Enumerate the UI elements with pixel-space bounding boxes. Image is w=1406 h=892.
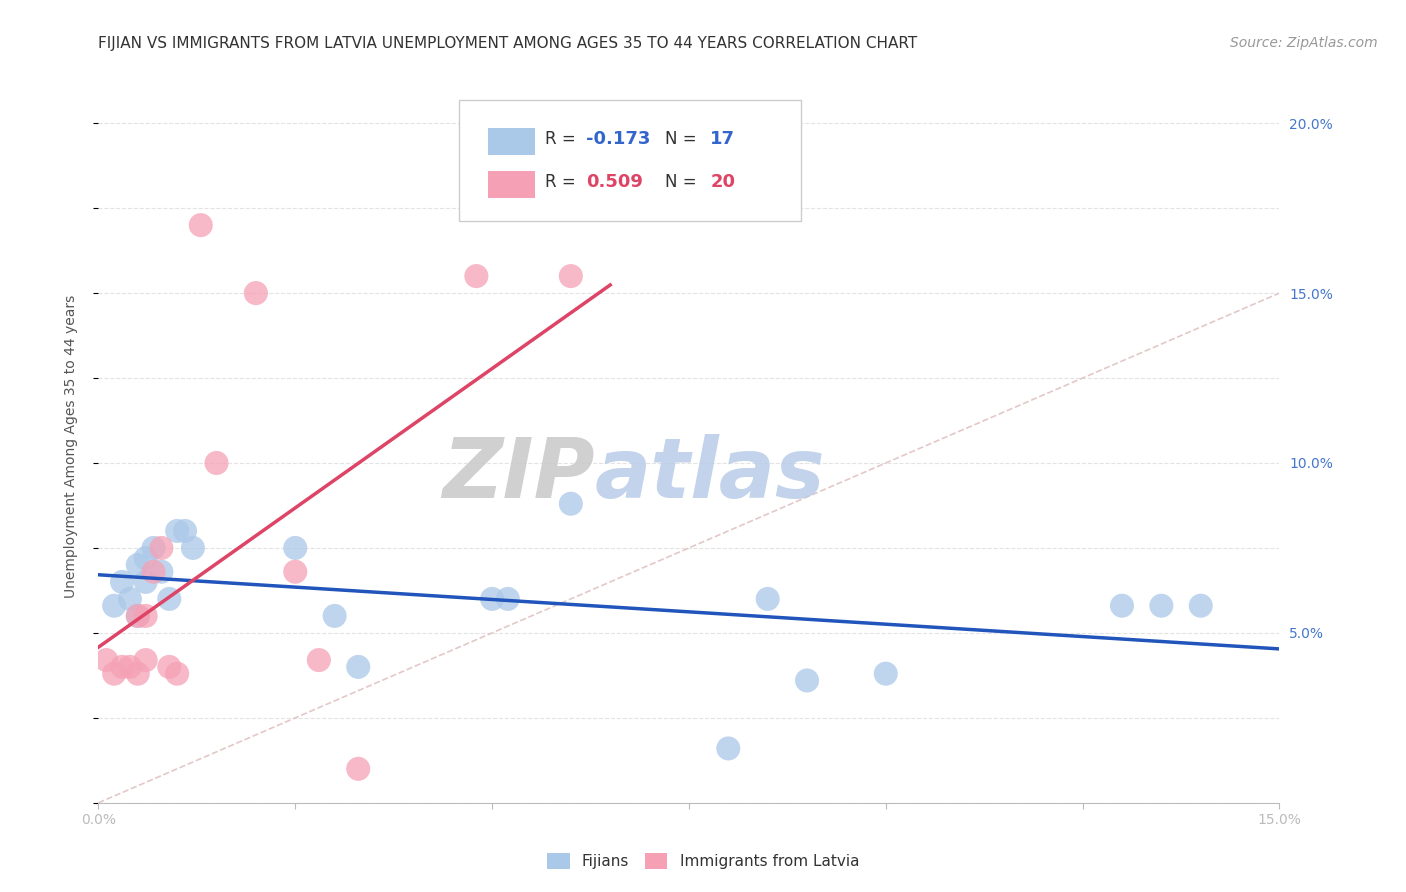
Point [135, 551, 157, 566]
Point [96, 653, 118, 667]
Point [118, 591, 141, 606]
Point [127, 666, 149, 681]
Point [166, 524, 188, 538]
Point [465, 269, 488, 284]
Y-axis label: Unemployment Among Ages 35 to 44 years: Unemployment Among Ages 35 to 44 years [63, 294, 77, 598]
Point [150, 565, 173, 579]
Legend: Fijians, Immigrants from Latvia: Fijians, Immigrants from Latvia [541, 847, 865, 875]
Point [111, 660, 134, 674]
Text: -0.173: -0.173 [586, 130, 651, 148]
Point [127, 608, 149, 623]
Point [103, 599, 125, 613]
Point [756, 591, 779, 606]
Point [245, 286, 267, 301]
Text: 0.509: 0.509 [586, 173, 643, 191]
Point [174, 524, 197, 538]
FancyBboxPatch shape [458, 100, 801, 221]
Point [1189, 599, 1212, 613]
Point [181, 541, 204, 555]
Point [135, 574, 157, 589]
Point [347, 762, 370, 776]
Point [166, 666, 188, 681]
Text: atlas: atlas [595, 434, 825, 515]
Point [481, 591, 503, 606]
Text: ZIP: ZIP [441, 434, 595, 515]
Point [347, 660, 370, 674]
Point [142, 541, 165, 555]
Point [875, 666, 897, 681]
Point [560, 269, 582, 284]
Text: N =: N = [665, 173, 702, 191]
FancyBboxPatch shape [488, 128, 536, 155]
Point [323, 608, 346, 623]
FancyBboxPatch shape [488, 170, 536, 198]
Text: 17: 17 [710, 130, 735, 148]
Point [157, 591, 180, 606]
Point [190, 218, 212, 232]
Text: Source: ZipAtlas.com: Source: ZipAtlas.com [1230, 36, 1378, 50]
Point [717, 741, 740, 756]
Text: N =: N = [665, 130, 702, 148]
Text: 20: 20 [710, 173, 735, 191]
Point [796, 673, 818, 688]
Point [1111, 599, 1133, 613]
Point [1150, 599, 1173, 613]
Point [135, 653, 157, 667]
Point [284, 541, 307, 555]
Point [496, 591, 519, 606]
Text: R =: R = [546, 173, 581, 191]
Point [205, 456, 228, 470]
Point [150, 541, 173, 555]
Point [308, 653, 330, 667]
Point [560, 497, 582, 511]
Text: R =: R = [546, 130, 581, 148]
Point [111, 574, 134, 589]
Text: FIJIAN VS IMMIGRANTS FROM LATVIA UNEMPLOYMENT AMONG AGES 35 TO 44 YEARS CORRELAT: FIJIAN VS IMMIGRANTS FROM LATVIA UNEMPLO… [98, 36, 918, 51]
Point [127, 558, 149, 572]
Point [157, 660, 180, 674]
Point [142, 565, 165, 579]
Point [103, 666, 125, 681]
Point [118, 660, 141, 674]
Point [135, 608, 157, 623]
Point [127, 608, 149, 623]
Point [284, 565, 307, 579]
